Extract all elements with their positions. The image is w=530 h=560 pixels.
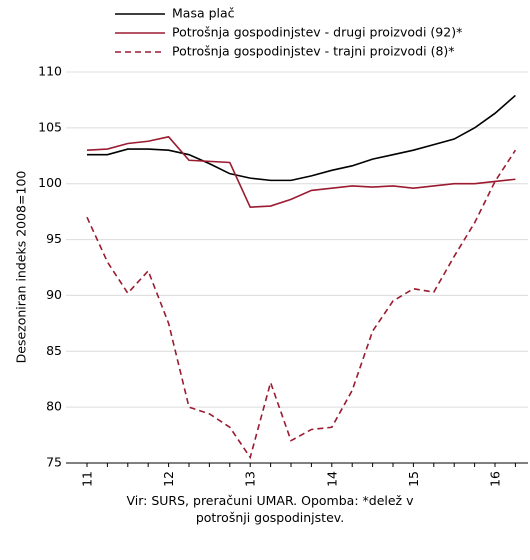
- y-tick-label: 75: [46, 455, 62, 470]
- series-line: [87, 94, 516, 182]
- x-tick-label: Q1 14: [324, 471, 339, 490]
- y-tick-label: 100: [38, 175, 62, 190]
- legend-label: Potrošnja gospodinjstev - drugi proizvod…: [172, 25, 462, 40]
- series-line: [86, 135, 516, 209]
- y-tick-label: 95: [46, 231, 62, 246]
- x-tick-label: Q1 13: [243, 471, 258, 490]
- source-note: Vir: SURS, preračuni UMAR. Opomba: *dele…: [126, 493, 414, 525]
- y-axis-title: Desezoniran indeks 2008=100: [14, 171, 29, 364]
- x-tick-label: Q1 11: [80, 471, 95, 490]
- legend-label: Masa plač: [172, 6, 235, 21]
- x-tick-label: Q1 15: [406, 471, 421, 490]
- x-tick-label: Q1 16: [488, 471, 503, 490]
- y-tick-label: 85: [46, 343, 62, 358]
- y-tick-label: 80: [46, 399, 62, 414]
- chart: Desezoniran indeks 2008=100 75 80 85 90 95 10…: [14, 6, 528, 490]
- legend-label: Potrošnja gospodinjstev - trajni proizvo…: [172, 44, 455, 59]
- y-tick-label: 105: [38, 119, 62, 134]
- y-tick-label: 110: [38, 64, 62, 79]
- series-line: [86, 149, 517, 460]
- y-tick-label: 90: [46, 287, 62, 302]
- x-tick-label: Q1 12: [161, 471, 176, 490]
